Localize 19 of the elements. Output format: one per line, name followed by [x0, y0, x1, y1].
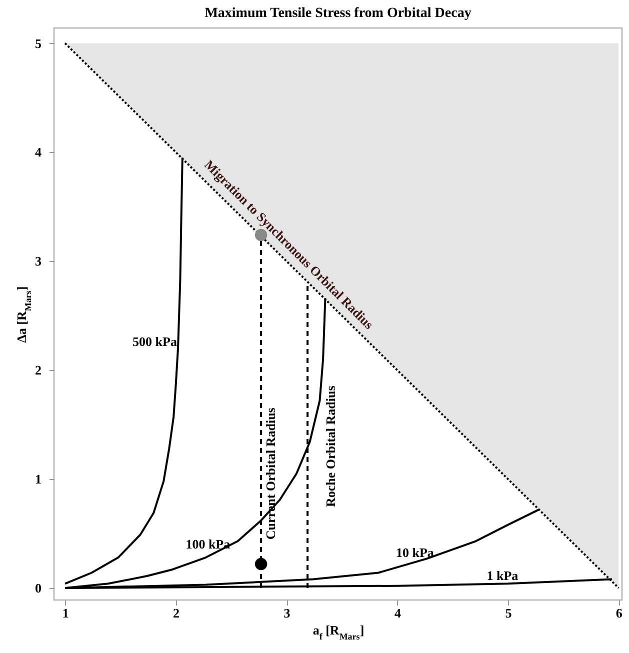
series-label: 1 kPa [486, 568, 519, 584]
x-tick-label: 4 [394, 606, 402, 620]
x-tick-label: 5 [505, 606, 512, 620]
y-tick-label: 2 [35, 362, 42, 378]
annotation: Roche Orbital Radius [322, 386, 338, 508]
x-axis-title: a$_{f}$ [R$_{Mars}$] [312, 622, 364, 642]
series-label: 500 kPa [132, 334, 178, 349]
x-tick-label: 2 [173, 606, 180, 620]
y-tick-label: 3 [35, 254, 42, 269]
x-tick-label: 3 [284, 606, 291, 620]
y-tick-label: 0 [35, 580, 42, 596]
annotation: Current Orbital Radius [263, 408, 278, 540]
y-tick-label: 5 [35, 36, 42, 51]
y-tick-label: 1 [35, 472, 42, 487]
chart-title: Maximum Tensile Stress from Orbital Decay [204, 6, 472, 21]
y-tick-label: 4 [35, 144, 42, 160]
x-tick-label: 6 [616, 606, 623, 620]
x-tick-label: 1 [62, 606, 69, 620]
series-label: 10 kPa [396, 545, 434, 560]
